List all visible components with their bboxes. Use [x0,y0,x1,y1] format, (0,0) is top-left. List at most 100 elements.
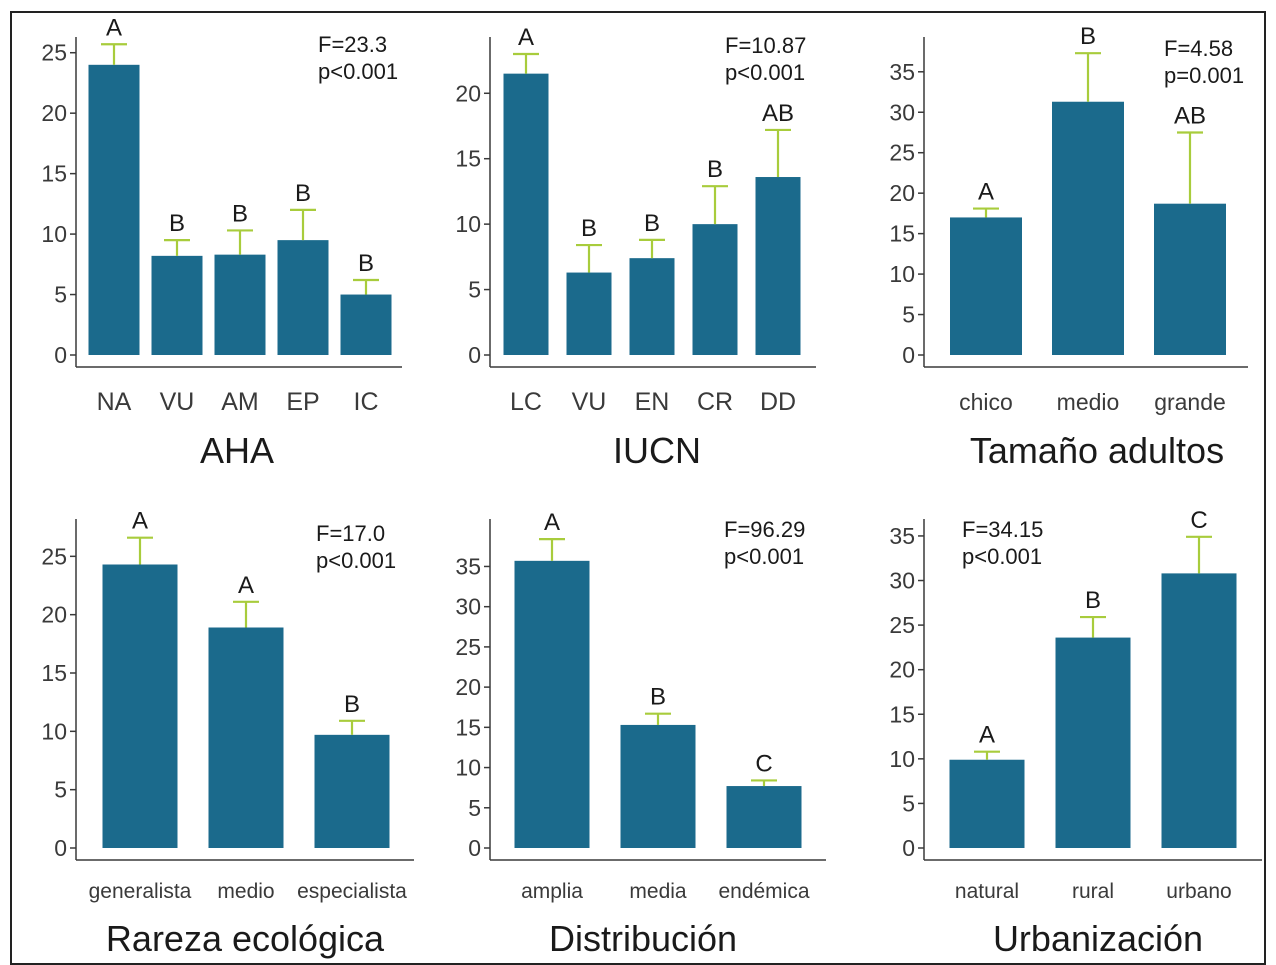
y-tick-label: 10 [889,746,915,772]
significance-letter: C [755,750,772,777]
y-tick-label: 25 [889,140,915,166]
category-label: endémica [718,880,809,903]
y-tick-label: 0 [902,835,915,861]
panel-title: IUCN [613,430,701,471]
category-label: EN [635,388,670,416]
p-value: p<0.001 [318,59,398,84]
y-tick-label: 0 [54,835,67,861]
category-label: media [629,880,687,903]
y-tick-label: 15 [455,146,481,172]
y-tick-label: 5 [54,777,67,803]
f-statistic: F=17.0 [316,521,385,546]
y-tick-label: 20 [455,674,481,700]
panel-title: Tamaño adultos [970,430,1224,471]
f-statistic: F=4.58 [1164,36,1233,61]
category-label: VU [572,388,607,416]
significance-letter: B [707,156,723,183]
y-tick-label: 25 [41,543,67,569]
significance-letter: B [581,215,597,242]
bar-especialista [314,734,390,848]
category-label: LC [510,388,542,416]
significance-letter: A [518,24,534,51]
bar-EN [629,258,675,355]
y-tick-label: 25 [41,40,67,66]
bar-endémica [726,786,802,848]
chart-panel-1: 0 5 10 15 20 25 A NA B VU B AM B EP B IC F=23.3p<0.001 AH… [41,14,402,471]
significance-letter: A [132,508,148,535]
category-label: rural [1072,880,1114,903]
y-tick-label: 35 [889,523,915,549]
significance-letter: A [544,509,560,536]
category-label: medio [217,880,274,903]
bar-AM [214,254,266,355]
y-tick-label: 20 [889,657,915,683]
category-label: generalista [89,880,192,903]
bar-IC [340,294,392,355]
bar-LC [503,73,549,356]
y-tick-label: 5 [54,282,67,308]
p-value: p<0.001 [725,60,805,85]
bar-natural [949,759,1025,848]
bar-media [620,724,696,848]
bar-urbano [1161,573,1237,848]
category-label: urbano [1166,880,1231,903]
y-tick-label: 0 [902,342,915,368]
category-label: VU [160,388,195,416]
chart-panels: 0510152025ANABVUBAMBEPBICF=23.3p<0.001AH… [41,14,1262,959]
significance-letter: B [295,180,311,207]
bar-NA [88,64,140,356]
significance-letter: B [344,691,360,718]
bar-grande [1154,203,1226,355]
chart-panel-2: 0 5 10 15 20 A LC B VU B EN B CR AB DD F=10.87p<0.001 IU… [455,24,816,471]
category-label: medio [1057,389,1120,415]
bar-DD [755,177,801,355]
bar-medio [1052,101,1124,356]
significance-letter: A [978,179,994,206]
p-value: p<0.001 [962,544,1042,569]
bar-VU [151,255,203,355]
f-statistic: F=23.3 [318,32,387,57]
significance-letter: AB [1174,102,1206,129]
y-tick-label: 5 [468,277,481,303]
panel-title: Rareza ecológica [106,918,385,959]
y-tick-label: 35 [455,553,481,579]
y-tick-label: 15 [455,714,481,740]
p-value: p<0.001 [316,548,396,573]
bar-EP [277,240,329,355]
significance-letter: A [238,572,254,599]
y-tick-label: 10 [41,221,67,247]
category-label: AM [221,388,259,416]
bar-chico [950,217,1022,355]
category-label: especialista [297,880,407,903]
category-label: EP [286,388,319,416]
y-tick-label: 5 [902,302,915,328]
category-label: CR [697,388,733,416]
y-tick-label: 20 [41,602,67,628]
significance-letter: B [1080,23,1096,50]
y-tick-label: 15 [889,701,915,727]
panel-title: AHA [200,430,274,471]
category-label: IC [354,388,379,416]
f-statistic: F=96.29 [724,517,805,542]
significance-letter: B [358,250,374,277]
y-tick-label: 25 [455,634,481,660]
y-tick-label: 20 [455,80,481,106]
panel-title: Urbanización [993,918,1203,959]
significance-letter: B [1085,587,1101,614]
f-statistic: F=10.87 [725,33,806,58]
p-value: p=0.001 [1164,63,1244,88]
bar-CR [692,224,738,355]
significance-letter: B [232,200,248,227]
y-tick-label: 20 [889,180,915,206]
y-tick-label: 30 [889,99,915,125]
y-tick-label: 5 [468,795,481,821]
y-tick-label: 10 [455,755,481,781]
significance-letter: A [979,722,995,749]
category-label: NA [97,388,132,416]
category-label: natural [955,880,1019,903]
category-label: chico [959,389,1013,415]
significance-letter: A [106,14,122,41]
